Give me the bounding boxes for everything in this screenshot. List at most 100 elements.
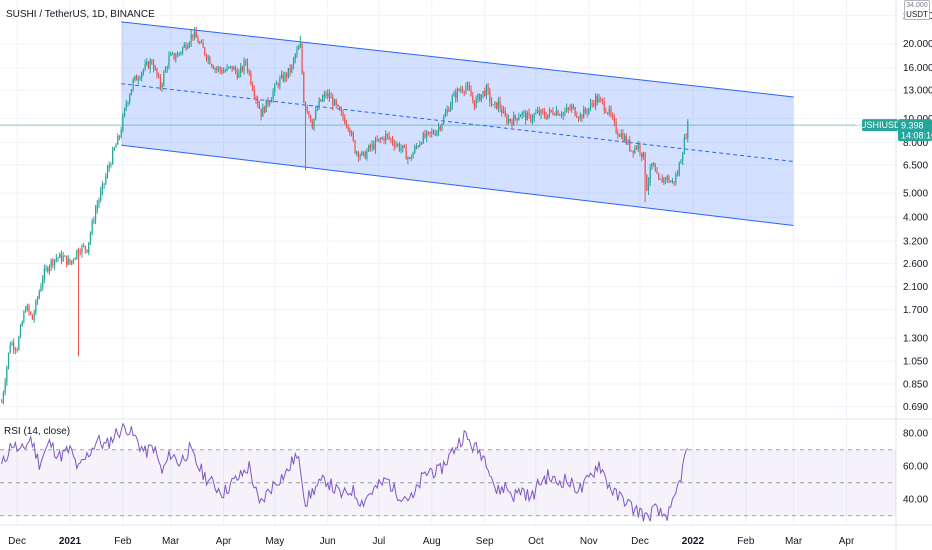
candle-body [378,138,380,141]
candle-body [2,392,5,402]
price-tick-label: 0.850 [903,380,928,391]
candle-body [350,132,353,135]
candle-body [635,147,638,149]
rsi-title[interactable]: RSI (14, close) [4,426,71,437]
candle-body [431,131,433,133]
currency-badge[interactable]: 34.000 USDT [904,0,930,20]
candle-body [339,106,341,111]
candle-body [154,68,156,70]
candle-body [412,153,414,159]
candle-body [629,140,631,151]
candle-body [497,100,499,109]
candle-body [364,152,366,159]
price-axis[interactable]: 0.690 0.850 1.050 1.300 1.700 2.100 2.600 3.200… [903,11,932,506]
candle-body [226,67,228,71]
candle-body [76,249,78,258]
candle-body [576,115,578,118]
time-tick-label: Apr [216,536,232,547]
time-tick-label: Dec [631,536,649,547]
candle-body [663,177,665,183]
candle-body [516,117,518,120]
candle-body [40,286,42,292]
candle-body [241,66,243,71]
candle-body [528,112,530,115]
candle-body [228,66,230,68]
channel-mid-line [121,83,794,163]
candle-body [644,152,646,175]
candle-body [193,31,196,37]
candle-body [511,121,513,126]
candle-body [624,136,626,141]
candle-body [482,91,484,95]
candle-body [309,114,312,122]
candle-body [88,242,90,253]
candle-body [536,110,539,113]
candle-body [296,49,298,55]
candle-body [253,90,255,97]
candle-body [190,34,192,43]
candle-body [19,325,22,338]
candle-body [453,92,455,97]
time-tick-label: Sep [476,536,494,547]
candle-body [647,181,650,191]
candle-body [62,255,64,261]
candle-body [83,245,85,247]
candle-body [398,144,400,150]
candle-body [603,100,605,111]
candle-body [429,131,431,133]
price-tick-label: 5.000 [903,189,928,200]
candle-body [499,100,501,109]
candle-body [410,157,412,159]
candle-body [658,173,660,180]
candle-body [84,246,86,250]
candle-body [96,204,98,210]
candle-body [141,72,143,79]
candle-body [506,116,508,123]
candle-body [77,249,80,252]
candle-body [620,133,622,137]
price-tick-label: 3.200 [903,237,928,248]
candle-body [359,155,361,158]
candle-body [547,114,549,119]
candle-body [183,44,185,48]
candle-body [299,43,301,48]
time-axis[interactable]: Dec 2021 Feb Mar Apr May Jun Jul Aug Sep Oct Nov Dec… [8,536,855,547]
candle-body [236,71,238,78]
candle-body [606,112,609,114]
candle-body [209,57,211,65]
candle-body [342,111,344,118]
candle-body [388,135,390,139]
candle-body [470,90,472,97]
candle-body [325,93,327,96]
candle-body [588,108,590,113]
candle-body [395,144,397,147]
candle-body [371,144,373,148]
candle-body [361,151,363,156]
candle-body [291,65,293,72]
candle-body [354,140,356,154]
rsi-indicator [0,422,896,522]
candle-body [221,70,223,73]
candle-body [71,260,73,264]
candle-body [64,255,66,257]
candle-body [405,147,407,160]
candle-body [152,63,155,70]
candle-body [595,95,597,106]
candle-body [156,68,158,76]
candle-body [422,133,424,144]
candle-body [349,128,351,135]
candle-body [55,257,57,260]
candle-body [168,55,170,68]
price-tag[interactable] [898,119,932,142]
candle-body [38,291,40,299]
candle-body [441,123,443,129]
candle-body [112,149,114,165]
candle-body [368,145,370,152]
candle-body [28,305,30,312]
candle-body [333,99,336,106]
candle-body [127,102,129,105]
candle-body [552,111,554,115]
symbol-title[interactable]: SUSHI / TetherUS, 1D, BINANCE [6,9,155,20]
candle-body [449,105,452,112]
